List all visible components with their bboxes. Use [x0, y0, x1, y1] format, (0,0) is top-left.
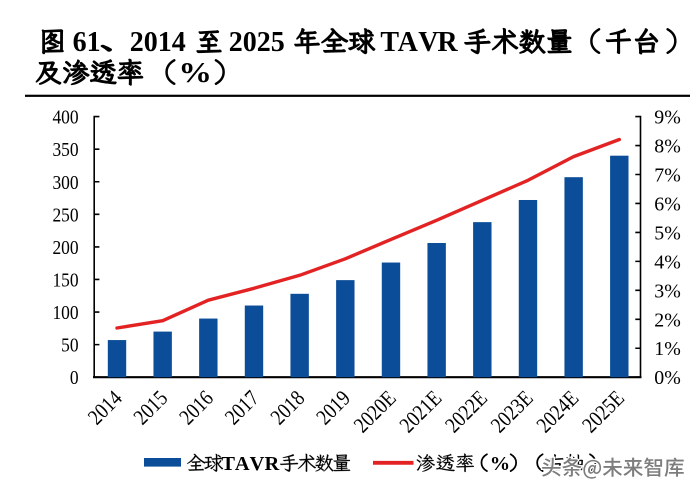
svg-text:1%: 1%: [654, 338, 681, 360]
svg-text:300: 300: [52, 172, 78, 195]
svg-text:150: 150: [52, 269, 78, 292]
svg-text:0: 0: [243, 27, 257, 58]
svg-text:250: 250: [52, 204, 78, 227]
svg-text:6%: 6%: [654, 193, 681, 215]
svg-text:5%: 5%: [654, 222, 681, 244]
svg-text:0: 0: [70, 367, 79, 390]
svg-text:4: 4: [172, 27, 186, 58]
svg-text:400: 400: [52, 106, 78, 129]
svg-text:7%: 7%: [654, 164, 681, 186]
svg-text:1: 1: [158, 27, 172, 58]
svg-text:%: %: [490, 453, 510, 475]
svg-text:6: 6: [73, 27, 87, 58]
svg-text:A: A: [398, 27, 419, 58]
svg-text:V: V: [250, 453, 265, 475]
svg-text:R: R: [437, 27, 458, 58]
svg-text:200: 200: [52, 237, 78, 260]
svg-text:1: 1: [87, 27, 101, 58]
svg-text:T: T: [221, 453, 235, 475]
svg-text:2: 2: [257, 27, 271, 58]
svg-text:0: 0: [144, 27, 158, 58]
svg-text:2: 2: [130, 27, 144, 58]
svg-text:50: 50: [61, 334, 78, 357]
svg-text:9%: 9%: [654, 106, 681, 128]
svg-text:8%: 8%: [654, 135, 681, 157]
svg-text:3%: 3%: [654, 280, 681, 302]
svg-text:R: R: [264, 453, 279, 475]
svg-text:5: 5: [271, 27, 285, 58]
svg-text:350: 350: [52, 139, 78, 162]
svg-text:2: 2: [229, 27, 243, 58]
svg-text:100: 100: [52, 302, 78, 325]
svg-text:0%: 0%: [654, 367, 681, 389]
svg-text:%: %: [178, 57, 212, 89]
svg-text:2%: 2%: [654, 309, 681, 331]
svg-text:T: T: [380, 27, 399, 58]
svg-text:4%: 4%: [654, 251, 681, 273]
svg-text:A: A: [235, 453, 250, 475]
svg-text:V: V: [418, 27, 438, 58]
